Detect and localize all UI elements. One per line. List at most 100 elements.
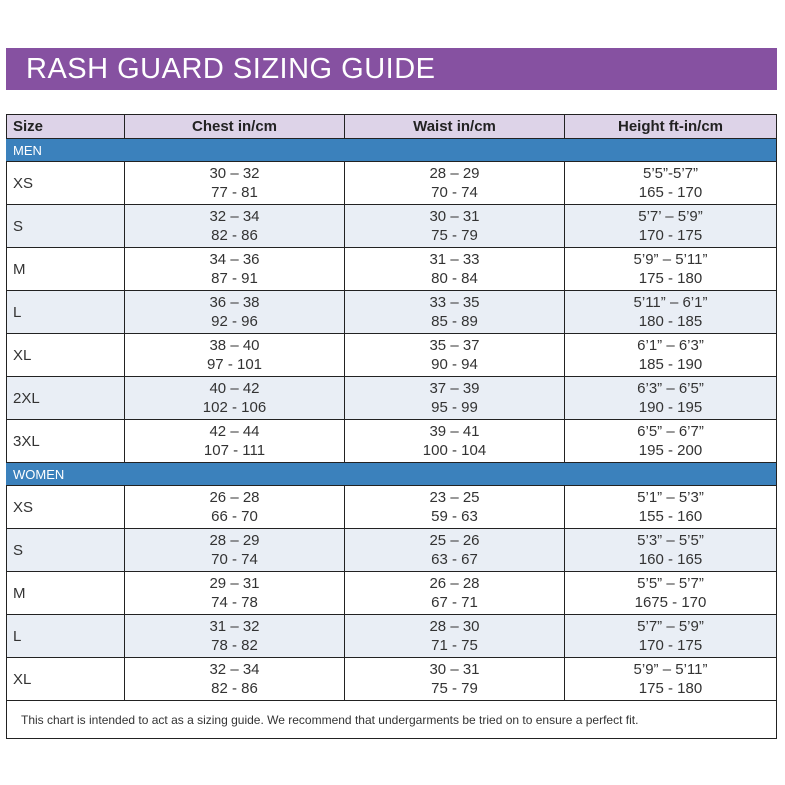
waist-cell: 33 – 35 85 - 89 xyxy=(344,290,565,334)
waist-cell: 37 – 39 95 - 99 xyxy=(344,376,565,420)
height-cm: 165 - 170 xyxy=(638,184,703,201)
chest-cm: 97 - 101 xyxy=(206,356,263,373)
size-cell: XS xyxy=(6,485,125,529)
chest-cell: 42 – 44 107 - 111 xyxy=(124,419,345,463)
chest-in: 32 – 34 xyxy=(209,661,260,678)
header-height: Height ft-in/cm xyxy=(564,114,777,139)
height-cm: 1675 - 170 xyxy=(634,594,707,611)
waist-cm: 95 - 99 xyxy=(431,399,478,416)
waist-cm: 80 - 84 xyxy=(431,270,478,287)
waist-cell: 23 – 25 59 - 63 xyxy=(344,485,565,529)
table-row: M 34 – 36 87 - 91 31 – 33 80 - 84 5’9” – 5’11… xyxy=(6,247,777,291)
table-row: M 29 – 31 74 - 78 26 – 28 67 - 71 5’5” – 5’7”… xyxy=(6,571,777,615)
size-cell: L xyxy=(6,614,125,658)
table-row: L 31 – 32 78 - 82 28 – 30 71 - 75 5’7” – 5’9”… xyxy=(6,614,777,658)
chest-in: 30 – 32 xyxy=(209,165,260,182)
waist-cm: 75 - 79 xyxy=(431,680,478,697)
height-in: 6’3” – 6’5” xyxy=(637,380,704,397)
size-cell: L xyxy=(6,290,125,334)
chest-cell: 29 – 31 74 - 78 xyxy=(124,571,345,615)
height-cell: 5’1” – 5’3” 155 - 160 xyxy=(564,485,777,529)
waist-cm: 71 - 75 xyxy=(431,637,478,654)
waist-in: 30 – 31 xyxy=(429,208,480,225)
height-cell: 5’9” – 5’11” 175 - 180 xyxy=(564,657,777,701)
waist-cm: 63 - 67 xyxy=(431,551,478,568)
height-in: 6’1” – 6’3” xyxy=(637,337,704,354)
chest-in: 40 – 42 xyxy=(209,380,260,397)
waist-in: 25 – 26 xyxy=(429,532,480,549)
size-cell: 2XL xyxy=(6,376,125,420)
height-cell: 5’5”-5’7” 165 - 170 xyxy=(564,161,777,205)
chest-cm: 82 - 86 xyxy=(211,680,258,697)
chest-cell: 40 – 42 102 - 106 xyxy=(124,376,345,420)
chest-in: 31 – 32 xyxy=(209,618,260,635)
waist-in: 23 – 25 xyxy=(429,489,480,506)
waist-in: 37 – 39 xyxy=(429,380,480,397)
height-in: 6’5” – 6’7” xyxy=(637,423,704,440)
chest-cell: 32 – 34 82 - 86 xyxy=(124,204,345,248)
waist-cell: 28 – 29 70 - 74 xyxy=(344,161,565,205)
chest-cm: 66 - 70 xyxy=(211,508,258,525)
waist-cell: 28 – 30 71 - 75 xyxy=(344,614,565,658)
height-cell: 6’5” – 6’7” 195 - 200 xyxy=(564,419,777,463)
chest-cm: 74 - 78 xyxy=(211,594,258,611)
chest-in: 32 – 34 xyxy=(209,208,260,225)
chest-in: 28 – 29 xyxy=(209,532,260,549)
waist-cell: 25 – 26 63 - 67 xyxy=(344,528,565,572)
waist-in: 35 – 37 xyxy=(429,337,480,354)
size-cell: XL xyxy=(6,657,125,701)
chest-cm: 107 - 111 xyxy=(203,442,266,459)
header-size: Size xyxy=(6,114,125,139)
chest-cm: 77 - 81 xyxy=(211,184,258,201)
height-in: 5’9” – 5’11” xyxy=(633,661,708,678)
chest-in: 36 – 38 xyxy=(209,294,260,311)
table-row: 3XL 42 – 44 107 - 111 39 – 41 100 - 104 6’5” … xyxy=(6,419,777,463)
size-cell: 3XL xyxy=(6,419,125,463)
waist-cell: 31 – 33 80 - 84 xyxy=(344,247,565,291)
waist-in: 31 – 33 xyxy=(429,251,480,268)
waist-cell: 30 – 31 75 - 79 xyxy=(344,204,565,248)
section-label: MEN xyxy=(6,138,777,162)
height-in: 5’7” – 5’9” xyxy=(637,618,704,635)
chest-cell: 34 – 36 87 - 91 xyxy=(124,247,345,291)
height-cell: 5’9” – 5’11” 175 - 180 xyxy=(564,247,777,291)
waist-cm: 67 - 71 xyxy=(431,594,478,611)
waist-cm: 75 - 79 xyxy=(431,227,478,244)
chest-in: 26 – 28 xyxy=(209,489,260,506)
chest-cm: 82 - 86 xyxy=(211,227,258,244)
section-label: WOMEN xyxy=(6,462,777,486)
height-cm: 160 - 165 xyxy=(638,551,703,568)
chest-in: 38 – 40 xyxy=(209,337,260,354)
header-waist: Waist in/cm xyxy=(344,114,565,139)
height-cell: 5’3” – 5’5” 160 - 165 xyxy=(564,528,777,572)
size-cell: M xyxy=(6,571,125,615)
height-cm: 170 - 175 xyxy=(638,227,703,244)
waist-in: 33 – 35 xyxy=(429,294,480,311)
footer-row: This chart is intended to act as a sizin… xyxy=(6,700,777,739)
table-row: S 32 – 34 82 - 86 30 – 31 75 - 79 5’7’ – 5’9”… xyxy=(6,204,777,248)
section-row: WOMEN xyxy=(6,462,777,486)
height-cm: 195 - 200 xyxy=(638,442,703,459)
waist-in: 39 – 41 xyxy=(429,423,480,440)
height-cm: 175 - 180 xyxy=(638,680,703,697)
header-row: Size Chest in/cm Waist in/cm Height ft-i… xyxy=(6,114,777,139)
chest-cell: 26 – 28 66 - 70 xyxy=(124,485,345,529)
sizing-table: Size Chest in/cm Waist in/cm Height ft-i… xyxy=(6,114,777,739)
chest-cell: 30 – 32 77 - 81 xyxy=(124,161,345,205)
waist-cell: 30 – 31 75 - 79 xyxy=(344,657,565,701)
height-cm: 155 - 160 xyxy=(638,508,703,525)
height-cell: 6’1” – 6’3” 185 - 190 xyxy=(564,333,777,377)
waist-cell: 26 – 28 67 - 71 xyxy=(344,571,565,615)
table-row: 2XL 40 – 42 102 - 106 37 – 39 95 - 99 6’3” – … xyxy=(6,376,777,420)
footer-note: This chart is intended to act as a sizin… xyxy=(6,700,777,739)
waist-cell: 35 – 37 90 - 94 xyxy=(344,333,565,377)
chest-in: 42 – 44 xyxy=(209,423,260,440)
height-cm: 170 - 175 xyxy=(638,637,703,654)
height-cm: 190 - 195 xyxy=(638,399,703,416)
waist-in: 30 – 31 xyxy=(429,661,480,678)
section-row: MEN xyxy=(6,138,777,162)
chest-cm: 102 - 106 xyxy=(202,399,267,416)
waist-in: 28 – 29 xyxy=(429,165,480,182)
waist-in: 26 – 28 xyxy=(429,575,480,592)
height-in: 5’5” – 5’7” xyxy=(637,575,704,592)
